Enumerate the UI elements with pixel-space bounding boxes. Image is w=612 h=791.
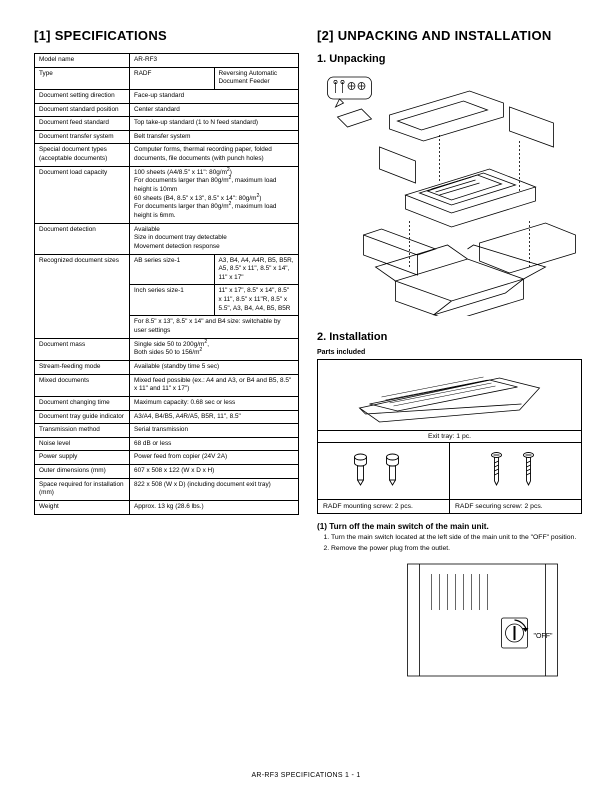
spec-subkey: Inch series size-1	[130, 285, 214, 316]
off-label: "OFF"	[534, 633, 553, 640]
spec-value: AR-RF3	[130, 54, 299, 68]
spec-key: Special document types (acceptable docum…	[35, 144, 130, 166]
spec-value: RADF	[130, 67, 214, 89]
spec-value: Power feed from copier (24V 2A)	[130, 451, 299, 465]
installation-heading: 2. Installation	[317, 331, 582, 343]
exit-tray-figure	[318, 360, 581, 430]
specifications-table: Model nameAR-RF3TypeRADFReversing Automa…	[34, 53, 299, 515]
spec-value: 68 dB or less	[130, 437, 299, 451]
two-column-layout: [1] SPECIFICATIONS Model nameAR-RF3TypeR…	[34, 28, 582, 683]
left-column: [1] SPECIFICATIONS Model nameAR-RF3TypeR…	[34, 28, 299, 683]
securing-screw-figure	[449, 443, 581, 499]
spec-value: Face-up standard	[130, 89, 299, 103]
spec-key: Noise level	[35, 437, 130, 451]
spec-value: Serial transmission	[130, 424, 299, 438]
step-1-item: Remove the power plug from the outlet.	[331, 545, 582, 554]
spec-key: Space required for installation (mm)	[35, 478, 130, 500]
mounting-screw-caption: RADF mounting screw: 2 pcs.	[318, 500, 449, 513]
parts-included-label: Parts included	[317, 349, 582, 356]
spec-key: Weight	[35, 500, 130, 514]
page-footer: AR-RF3 SPECIFICATIONS 1 - 1	[0, 772, 612, 779]
unpacking-figure	[317, 71, 582, 321]
spec-key: Document transfer system	[35, 130, 130, 144]
spec-value: Available Size in document tray detectab…	[130, 223, 299, 254]
spec-value: For 8.5" x 13", 8.5" x 14" and B4 size: …	[130, 316, 299, 338]
step-1-item: Turn the main switch located at the left…	[331, 534, 582, 543]
spec-value: Single side 50 to 200g/m2,Both sides 50 …	[130, 338, 299, 360]
main-switch-figure: "OFF"	[317, 560, 582, 683]
spec-key: Mixed documents	[35, 374, 130, 396]
spec-value: A3, B4, A4, A4R, B5, B5R, A5, 8.5" x 11"…	[214, 254, 298, 285]
spec-value: Maximum capacity: 0.68 sec or less	[130, 396, 299, 410]
spec-value: Mixed feed possible (ex.: A4 and A3, or …	[130, 374, 299, 396]
spec-value: 607 x 508 x 122 (W x D x H)	[130, 465, 299, 479]
unpacking-illustration	[317, 71, 582, 316]
unpacking-heading: 1. Unpacking	[317, 53, 582, 65]
spec-value: Top take-up standard (1 to N feed standa…	[130, 117, 299, 131]
spec-value: Available (standby time 5 sec)	[130, 360, 299, 374]
spec-key: Outer dimensions (mm)	[35, 465, 130, 479]
page: [1] SPECIFICATIONS Model nameAR-RF3TypeR…	[0, 0, 612, 791]
step-1-list: Turn the main switch located at the left…	[317, 534, 582, 554]
spec-subkey: AB series size-1	[130, 254, 214, 285]
parts-included-box: Exit tray: 1 pc.	[317, 359, 582, 514]
spec-key: Document feed standard	[35, 117, 130, 131]
spec-key: Document detection	[35, 223, 130, 254]
step-1-heading: (1) Turn off the main switch of the main…	[317, 522, 582, 531]
exit-tray-caption: Exit tray: 1 pc.	[318, 430, 581, 442]
spec-key: Document standard position	[35, 103, 130, 117]
section-1-heading: [1] SPECIFICATIONS	[34, 28, 299, 43]
spec-value: Computer forms, thermal recording paper,…	[130, 144, 299, 166]
spec-key: Stream-feeding mode	[35, 360, 130, 374]
spec-key: Document tray guide indicator	[35, 410, 130, 424]
spec-key: Model name	[35, 54, 130, 68]
spec-key: Document setting direction	[35, 89, 130, 103]
spec-value: 11" x 17", 8.5" x 14", 8.5" x 11", 8.5" …	[214, 285, 298, 316]
spec-value: A3/A4, B4/B5, A4R/A5, B5R, 11", 8.5"	[130, 410, 299, 424]
section-2-heading: [2] UNPACKING AND INSTALLATION	[317, 28, 582, 43]
spec-value: Center standard	[130, 103, 299, 117]
spec-key: Type	[35, 67, 130, 89]
spec-key: Transmission method	[35, 424, 130, 438]
spec-key: Power supply	[35, 451, 130, 465]
spec-key: Document changing time	[35, 396, 130, 410]
right-column: [2] UNPACKING AND INSTALLATION 1. Unpack…	[317, 28, 582, 683]
spec-value: Reversing Automatic Document Feeder	[214, 67, 298, 89]
spec-value: 100 sheets (A4/8.5" x 11": 80g/m2) For d…	[130, 166, 299, 223]
spec-value: 822 x 508 (W x D) (including document ex…	[130, 478, 299, 500]
mounting-screw-figure	[318, 443, 449, 499]
spec-key: Document mass	[35, 338, 130, 360]
securing-screw-caption: RADF securing screw: 2 pcs.	[449, 500, 581, 513]
spec-key: Document load capacity	[35, 166, 130, 223]
spec-value: Belt transfer system	[130, 130, 299, 144]
spec-value: Approx. 13 kg (28.6 lbs.)	[130, 500, 299, 514]
spec-key: Recognized document sizes	[35, 254, 130, 338]
